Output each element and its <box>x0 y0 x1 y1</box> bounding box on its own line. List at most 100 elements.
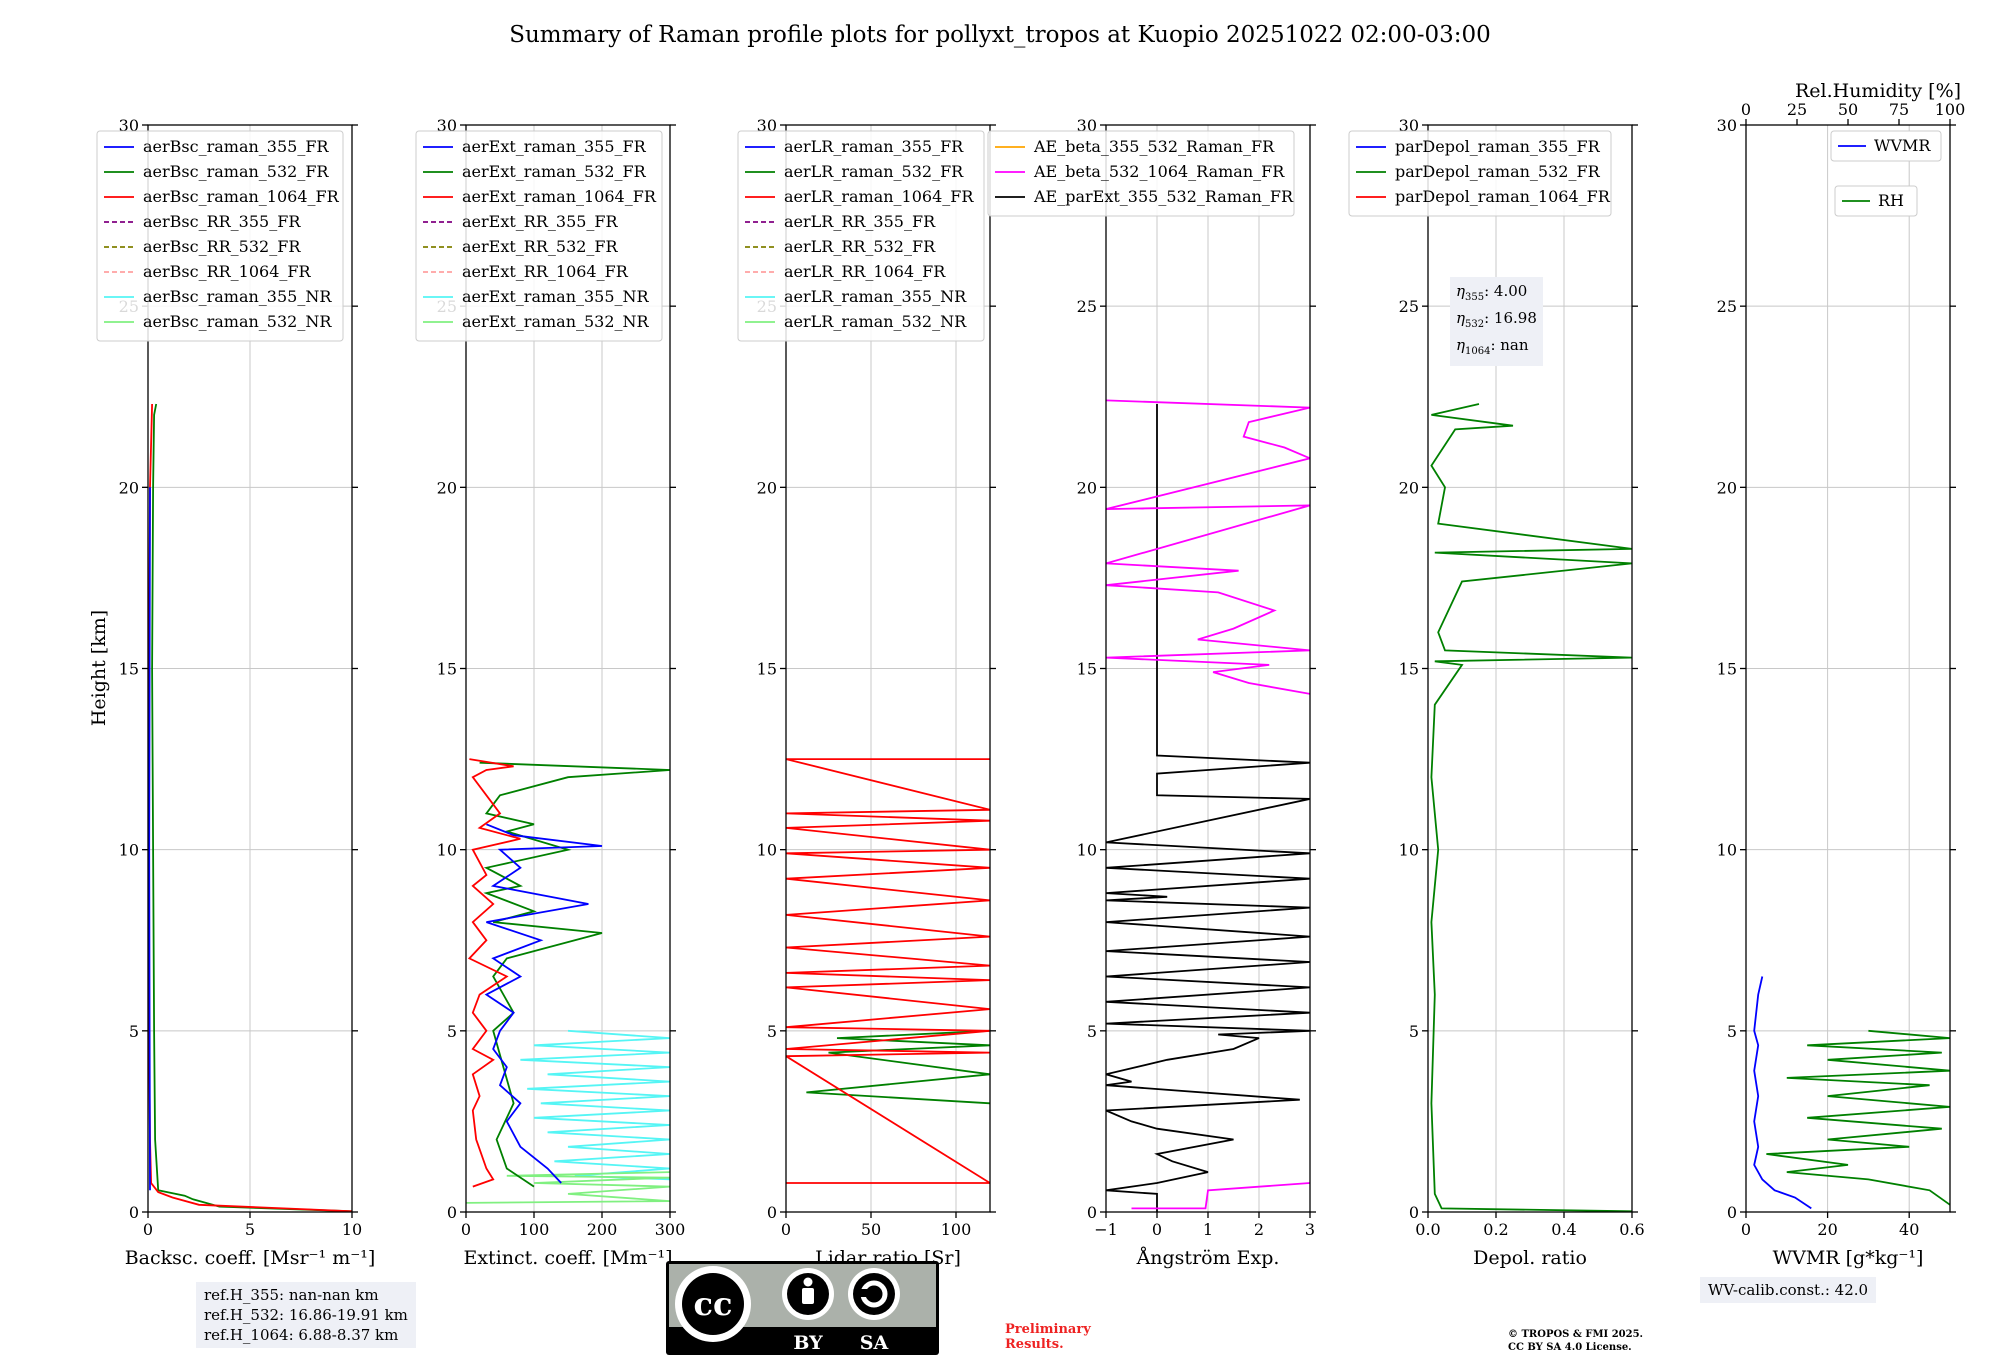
legend-label: aerBsc_raman_532_NR <box>143 312 332 331</box>
legend-label: AE_parExt_355_532_Raman_FR <box>1033 187 1294 206</box>
x-tick-label: 50 <box>861 1220 881 1239</box>
y-tick-label: 0 <box>1087 1203 1097 1222</box>
legend: aerExt_raman_355_FR aerExt_raman_532_FRae… <box>415 130 663 342</box>
legend: WVMR RH <box>1830 130 1942 217</box>
legend-label: aerLR_raman_355_FR <box>784 137 964 156</box>
wv-calib-box: WV-calib.const.: 42.0 <box>1700 1277 1877 1303</box>
x-tick-label: 100 <box>941 1220 972 1239</box>
series-RH <box>1766 1029 1950 1206</box>
copyright-note: © TROPOS & FMI 2025. CC BY SA 4.0 Licens… <box>1508 1329 1644 1353</box>
x2-tick-label: 100 <box>1935 100 1966 119</box>
x-tick-label: 0.2 <box>1483 1220 1508 1239</box>
y-tick-label: 10 <box>1077 841 1097 860</box>
y-tick-label: 20 <box>437 478 457 497</box>
legend-label: aerLR_raman_1064_FR <box>784 187 974 206</box>
legend-label: aerExt_RR_355_FR <box>462 212 619 231</box>
y-tick-label: 5 <box>1727 1022 1737 1041</box>
x-tick-label: 100 <box>519 1220 550 1239</box>
legend-label: aerExt_raman_532_FR <box>462 162 647 181</box>
legend-label: RH <box>1878 191 1904 210</box>
x2-axis-label: Rel.Humidity [%] <box>1795 80 1961 102</box>
legend-label: aerBsc_raman_1064_FR <box>143 187 340 206</box>
eta-355-sub: 355 <box>1465 292 1485 303</box>
legend-label: AE_beta_532_1064_Raman_FR <box>1033 162 1285 181</box>
panel-extinction: 0510152025300100200300Extinct. coeff. [M… <box>415 116 685 1269</box>
series-aerExt_raman_532_NR <box>466 1171 670 1204</box>
y-tick-label: 10 <box>1717 841 1737 860</box>
series-aerExt_raman_532_FR <box>479 761 670 1188</box>
y-tick-label: 25 <box>1077 297 1097 316</box>
x-tick-label: 0.6 <box>1619 1220 1644 1239</box>
y-tick-label: 5 <box>767 1022 777 1041</box>
legend-label: aerLR_raman_355_NR <box>784 287 967 306</box>
x2-tick-label: 25 <box>1787 100 1807 119</box>
y-tick-label: 10 <box>757 841 777 860</box>
eta-1064-value: : nan <box>1490 336 1529 354</box>
x-tick-label: 1 <box>1203 1220 1213 1239</box>
y-tick-label: 5 <box>129 1022 139 1041</box>
figure-title: Summary of Raman profile plots for polly… <box>509 22 1491 48</box>
y-tick-label: 10 <box>1399 841 1419 860</box>
legend-label: aerLR_raman_532_FR <box>784 162 964 181</box>
x-tick-label: 10 <box>342 1220 362 1239</box>
y-tick-label: 30 <box>1717 116 1737 135</box>
y-axis-label: Height [km] <box>88 610 110 726</box>
series-aerLR_raman_1064_FR <box>786 758 990 1184</box>
y-tick-label: 0 <box>129 1203 139 1222</box>
legend-label: aerExt_raman_355_NR <box>462 287 650 306</box>
y-tick-label: 30 <box>1077 116 1097 135</box>
legend-label: WVMR <box>1874 136 1931 155</box>
legend-label: aerLR_RR_355_FR <box>784 212 936 231</box>
legend-label: aerLR_RR_532_FR <box>784 237 936 256</box>
y-tick-label: 30 <box>119 116 139 135</box>
by-label: BY <box>793 1332 823 1354</box>
y-tick-label: 0 <box>447 1203 457 1222</box>
legend: aerLR_raman_355_FR aerLR_raman_532_FR aerL… <box>737 130 985 342</box>
y-tick-label: 20 <box>757 478 777 497</box>
x-axis-label: Extinct. coeff. [Mm⁻¹] <box>463 1247 672 1269</box>
y-tick-label: 25 <box>1717 297 1737 316</box>
eta-box: η355: 4.00 η532: 16.98 η1064: nan <box>1450 277 1543 366</box>
y-tick-label: 15 <box>119 660 139 679</box>
ref-h-532: ref.H_532: 16.86-19.91 km <box>204 1306 408 1324</box>
cc-icon <box>682 1273 744 1335</box>
x-tick-label: 20 <box>1817 1220 1837 1239</box>
series-WVMR <box>1753 976 1812 1210</box>
x-tick-label: 0 <box>1741 1220 1751 1239</box>
x2-tick-label: 0 <box>1741 100 1751 119</box>
legend-label: parDepol_raman_1064_FR <box>1395 187 1611 206</box>
x-tick-label: −1 <box>1094 1220 1118 1239</box>
legend: aerBsc_raman_355_FR aerBsc_raman_532_FRae… <box>96 130 344 342</box>
panel-backscatter: 0510152025300510Backsc. coeff. [Msr⁻¹ m⁻… <box>96 116 375 1269</box>
y-tick-label: 20 <box>1077 478 1097 497</box>
y-tick-label: 5 <box>1087 1022 1097 1041</box>
y-tick-label: 15 <box>437 660 457 679</box>
y-tick-label: 0 <box>767 1203 777 1222</box>
eta-355-value: : 4.00 <box>1484 282 1528 300</box>
legend-label: aerLR_raman_532_NR <box>784 312 967 331</box>
legend-label: aerExt_RR_1064_FR <box>462 262 629 281</box>
series-AE_beta_532_1064_Raman_FR_low <box>1131 1182 1310 1210</box>
legend-label: aerBsc_raman_355_FR <box>143 137 329 156</box>
y-tick-label: 5 <box>1409 1022 1419 1041</box>
sa-share-alike-icon <box>853 1273 895 1315</box>
x-tick-label: 0.0 <box>1415 1220 1440 1239</box>
eta-532-sub: 532 <box>1465 319 1485 330</box>
series-aerBsc_raman_355_FR <box>148 487 151 1191</box>
x-tick-label: 2 <box>1254 1220 1264 1239</box>
legend-label: aerBsc_raman_355_NR <box>143 287 332 306</box>
series-aerExt_raman_355_NR <box>520 1029 670 1181</box>
panel-lidar_ratio: 051015202530050100Lidar ratio [Sr]aerLR_… <box>737 116 996 1269</box>
series-aerBsc_raman_532_FR <box>151 403 352 1212</box>
legend: parDepol_raman_355_FR parDepol_raman_532_… <box>1348 130 1612 217</box>
preliminary-note: Preliminary Results. <box>1005 1322 1091 1352</box>
legend-label: aerExt_raman_532_NR <box>462 312 650 331</box>
y-tick-label: 15 <box>1399 660 1419 679</box>
legend-label: aerLR_RR_1064_FR <box>784 262 946 281</box>
y-tick-label: 5 <box>447 1022 457 1041</box>
x-tick-label: 200 <box>587 1220 618 1239</box>
y-tick-label: 10 <box>437 841 457 860</box>
x2-tick-label: 50 <box>1838 100 1858 119</box>
